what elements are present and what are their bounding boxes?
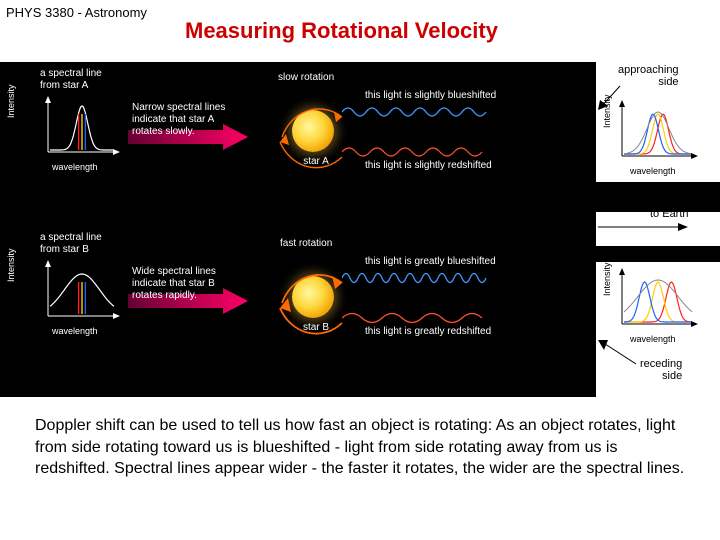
graphA-title: a spectral line from star A [40,68,102,92]
arrowB-text: Wide spectral lines indicate that star B… [132,266,216,302]
starB-blue-wave [342,268,492,288]
graphA-svg [40,96,120,160]
starA-rot-label: slow rotation [278,72,334,84]
graphB-ylabel: Intensity [6,248,16,282]
starA-red-wave [342,142,492,162]
graphB-title: a spectral line from star B [40,232,102,256]
course-label: PHYS 3380 - Astronomy [6,5,147,20]
right-graphA-ylabel: Intensity [602,94,612,128]
graphA-xlabel: wavelength [52,162,98,172]
receding-label: receding side [640,358,682,382]
starB-red-wave [342,308,492,328]
starB-blue-text: this light is greatly blueshifted [365,256,496,268]
starB-rot-label: fast rotation [280,238,332,250]
starA-red-text: this light is slightly redshifted [365,160,492,172]
starA-blue-text: this light is slightly blueshifted [365,90,496,102]
approaching-label: approaching side [618,64,679,88]
right-graphA [614,100,698,164]
right-graphA-xlabel: wavelength [630,166,676,176]
graphA-ylabel: Intensity [6,84,16,118]
arrowA-text: Narrow spectral lines indicate that star… [132,102,225,138]
page-title: Measuring Rotational Velocity [185,18,498,44]
doppler-diagram: a spectral line from star A Intensity wa… [0,62,720,397]
to-earth-arrow [598,220,688,234]
starA-rotation-arc [262,82,362,192]
graphB-xlabel: wavelength [52,326,98,336]
caption: Doppler shift can be used to tell us how… [35,415,685,480]
starA-blue-wave [342,102,492,122]
right-graphB [614,268,698,332]
graphA [40,96,120,160]
right-graphB-ylabel: Intensity [602,262,612,296]
receding-arrow [596,340,640,368]
graphB [40,260,120,324]
graphB-svg [40,260,120,324]
starB-rotation-arc [262,248,362,358]
starB-red-text: this light is greatly redshifted [365,326,491,338]
to-earth-label: to Earth [650,208,689,220]
